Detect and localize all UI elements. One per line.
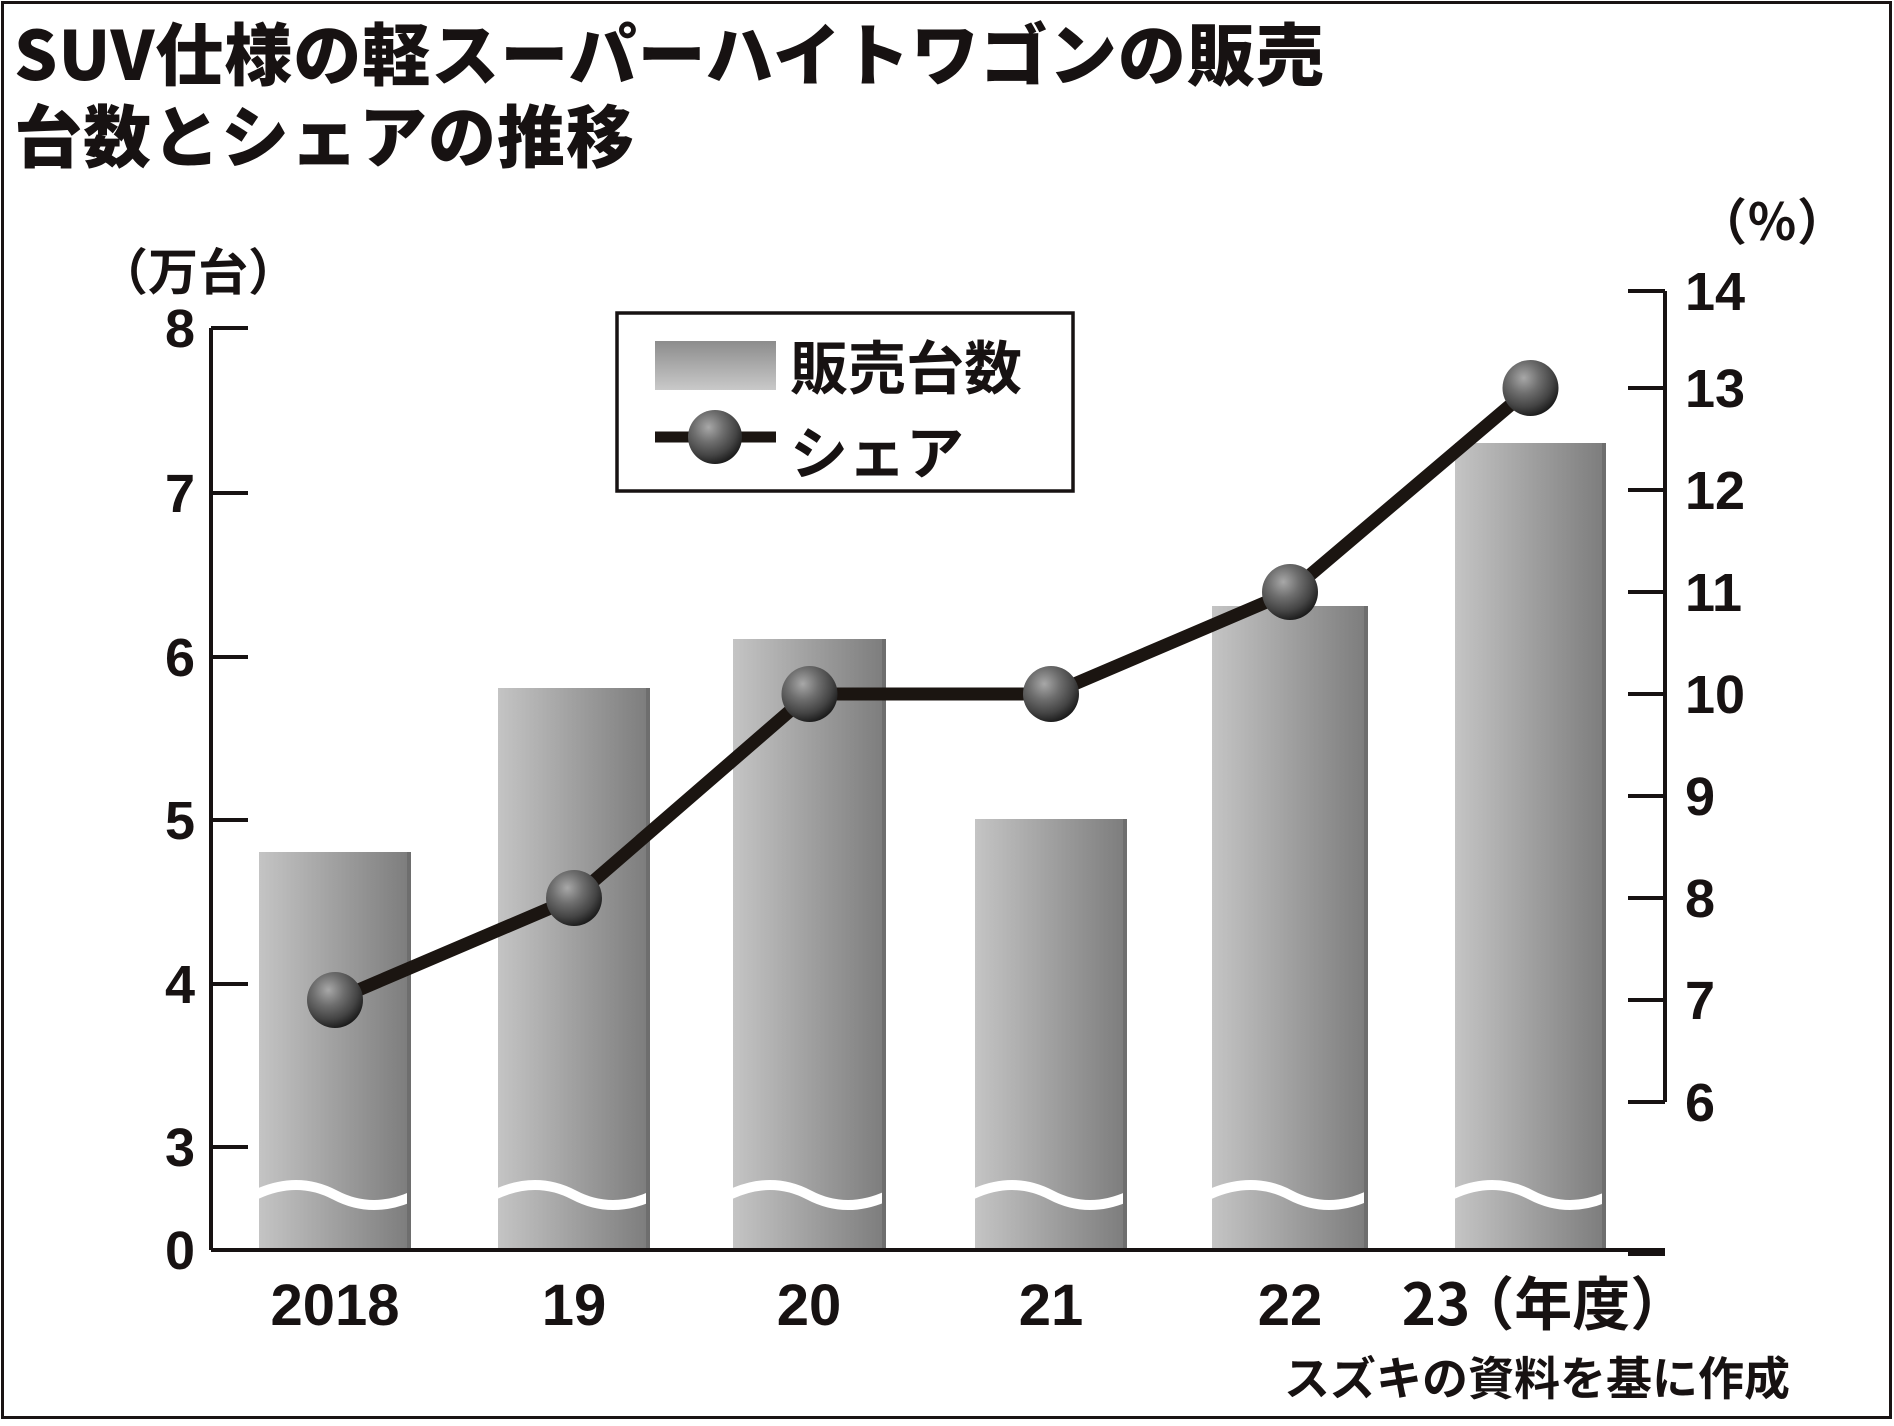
svg-text:0: 0 — [165, 1221, 195, 1281]
svg-text:販売台数: 販売台数 — [790, 322, 1022, 406]
svg-text:12: 12 — [1685, 461, 1745, 521]
svg-text:シェア: シェア — [790, 407, 964, 491]
svg-text:23（年度）: 23（年度） — [1402, 1258, 1688, 1342]
svg-text:6: 6 — [1685, 1073, 1715, 1133]
svg-text:19: 19 — [542, 1273, 607, 1338]
svg-text:8: 8 — [165, 299, 195, 359]
svg-text:（万台）: （万台） — [98, 233, 298, 305]
svg-text:5: 5 — [165, 791, 195, 851]
svg-text:スズキの資料を基に作成: スズキの資料を基に作成 — [1284, 1343, 1790, 1409]
svg-text:21: 21 — [1019, 1273, 1084, 1338]
svg-text:8: 8 — [1685, 869, 1715, 929]
svg-text:2018: 2018 — [270, 1273, 399, 1338]
svg-text:4: 4 — [165, 955, 195, 1015]
svg-text:7: 7 — [1685, 971, 1715, 1031]
svg-text:（％）: （％） — [1697, 183, 1847, 255]
svg-text:10: 10 — [1685, 665, 1745, 725]
svg-text:13: 13 — [1685, 359, 1745, 419]
svg-text:3: 3 — [165, 1118, 195, 1178]
svg-text:20: 20 — [777, 1273, 842, 1338]
svg-text:7: 7 — [165, 464, 195, 524]
svg-text:11: 11 — [1685, 563, 1742, 623]
svg-text:14: 14 — [1685, 262, 1745, 322]
svg-text:6: 6 — [165, 628, 195, 688]
svg-text:22: 22 — [1258, 1273, 1323, 1338]
svg-text:9: 9 — [1685, 767, 1715, 827]
